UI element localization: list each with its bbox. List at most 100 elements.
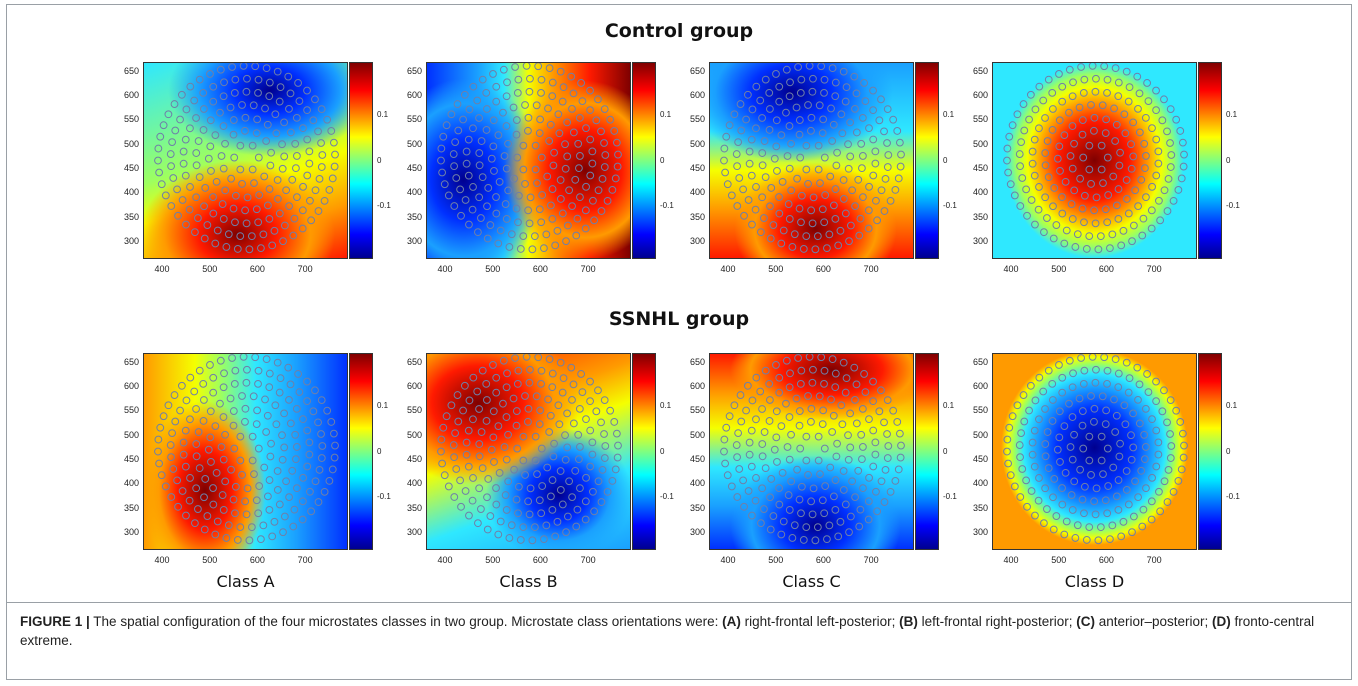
electrode-marker: [1176, 127, 1185, 135]
electrode-marker: [263, 120, 272, 129]
colorbar-tick-label: 0.1: [943, 401, 955, 411]
electrode-marker: [778, 177, 787, 186]
electrode-marker: [802, 432, 811, 441]
electrode-marker: [1100, 63, 1109, 71]
electrode-marker: [563, 152, 572, 161]
electrode-marker: [1166, 105, 1175, 113]
electrode-marker: [536, 406, 545, 415]
electrode-marker: [1035, 415, 1043, 424]
electrode-marker: [273, 176, 282, 184]
electrode-marker: [155, 459, 164, 468]
electrode-marker: [298, 515, 307, 524]
electrode-marker: [1100, 354, 1109, 362]
electrode-marker: [294, 79, 302, 87]
electrode-marker: [880, 418, 888, 427]
electrode-marker: [267, 439, 275, 448]
y-tick-label: 550: [406, 114, 422, 125]
electrode-marker: [1137, 466, 1146, 475]
electrode-marker: [1069, 369, 1077, 378]
y-tick-label: 450: [689, 454, 705, 464]
electrode-marker: [228, 63, 236, 71]
electrode-marker: [314, 207, 323, 215]
electrode-marker: [537, 366, 546, 375]
electrode-marker: [893, 127, 902, 135]
electrode-marker: [530, 523, 539, 532]
colorbar-tick-label: 0.1: [943, 110, 955, 120]
y-tick-label: 300: [123, 235, 139, 246]
electrode-marker: [290, 214, 299, 223]
electrode-marker: [266, 161, 275, 170]
electrode-marker: [1096, 523, 1105, 532]
electrode-marker: [1166, 139, 1174, 147]
electrode-marker: [314, 418, 322, 427]
electrode-marker: [286, 128, 295, 137]
electrode-marker: [439, 423, 448, 432]
electrode-marker: [519, 456, 528, 465]
electrode-marker: [221, 477, 230, 486]
electrode-marker: [589, 487, 597, 496]
electrode-marker: [1121, 129, 1130, 138]
electrode-marker: [241, 417, 249, 426]
electrode-marker: [273, 195, 282, 203]
electrode-marker: [200, 234, 209, 243]
electrode-marker: [1044, 75, 1053, 84]
electrode-marker: [823, 244, 831, 253]
electrode-marker: [499, 108, 507, 117]
electrode-marker: [179, 450, 188, 459]
caption-text-d: fronto-central extreme.: [20, 614, 1315, 648]
electrode-marker: [568, 395, 576, 404]
electrode-marker: [1103, 153, 1112, 162]
electrode-marker: [555, 420, 564, 429]
electrode-marker: [819, 115, 828, 124]
electrode-marker: [1049, 525, 1058, 534]
electrode-marker: [772, 361, 780, 369]
electrode-marker: [1129, 118, 1138, 127]
electrode-marker: [1087, 101, 1095, 109]
electrode-marker: [782, 399, 790, 408]
electrode-marker: [1116, 439, 1124, 448]
electrode-marker: [827, 395, 835, 404]
electrode-marker: [1148, 415, 1156, 424]
electrode-marker: [559, 83, 568, 92]
y-tick-label: 550: [972, 114, 988, 125]
electrode-marker: [550, 439, 558, 448]
y-tick-label: 550: [972, 405, 988, 416]
electrode-marker: [807, 417, 815, 426]
electrode-marker: [1101, 496, 1110, 505]
electrode-marker: [766, 234, 775, 243]
electrode-marker: [279, 237, 287, 246]
electrode-marker: [758, 484, 767, 493]
electrode-marker: [846, 221, 855, 230]
electrode-marker: [538, 191, 547, 199]
electrode-marker: [216, 65, 225, 74]
electrode-marker: [1080, 509, 1088, 518]
electrode-marker: [200, 202, 208, 211]
electrode-marker: [170, 391, 179, 399]
electrode-marker: [535, 129, 544, 138]
electrode-marker: [534, 63, 543, 71]
electrode-marker: [1122, 195, 1131, 203]
electrode-marker: [842, 83, 851, 92]
electrode-marker: [572, 231, 581, 240]
electrode-marker: [454, 126, 463, 135]
electrode-marker: [1085, 232, 1094, 240]
electrode-marker: [721, 459, 730, 468]
electrode-marker: [317, 430, 325, 438]
electrode-marker: [201, 184, 210, 192]
electrode-marker: [228, 354, 236, 362]
electrode-marker: [1160, 95, 1168, 104]
electrode-marker: [569, 128, 578, 137]
electrode-marker: [1010, 191, 1019, 200]
electrode-marker: [1128, 528, 1136, 537]
electrode-marker: [883, 396, 892, 404]
electrode-marker: [600, 454, 609, 462]
electrode-marker: [760, 214, 768, 222]
electrode-marker: [1127, 140, 1135, 149]
electrode-marker: [856, 214, 865, 223]
electrode-marker: [174, 502, 182, 511]
electrode-marker: [720, 435, 729, 444]
electrode-marker: [536, 115, 545, 124]
electrode-marker: [456, 476, 465, 485]
electrode-marker: [504, 430, 512, 439]
electrode-marker: [447, 401, 456, 410]
